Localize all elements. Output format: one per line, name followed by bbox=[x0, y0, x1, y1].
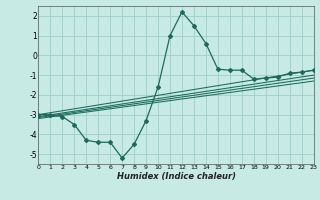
X-axis label: Humidex (Indice chaleur): Humidex (Indice chaleur) bbox=[116, 172, 236, 181]
